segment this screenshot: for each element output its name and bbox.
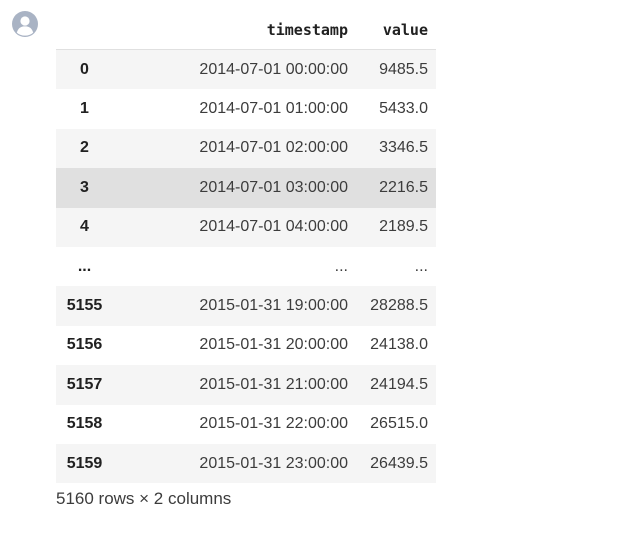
timestamp-cell: 2014-07-01 03:00:00 [199, 178, 348, 196]
value-cell: 26439.5 [370, 454, 428, 472]
user-avatar-icon[interactable] [12, 11, 38, 37]
value-cell: 2216.5 [379, 178, 428, 196]
timestamp-cell: 2015-01-31 20:00:00 [199, 336, 348, 354]
table-row: 4 2014-07-01 04:00:00 2189.5 [56, 207, 436, 247]
timestamp-cell: 2015-01-31 21:00:00 [199, 375, 348, 393]
row-index: 1 [80, 100, 89, 118]
value-cell: 24138.0 [370, 336, 428, 354]
table-row: 2 2014-07-01 02:00:00 3346.5 [56, 128, 436, 169]
table-row: 5159 2015-01-31 23:00:00 26439.5 [56, 443, 436, 484]
value-cell: 28288.5 [370, 297, 428, 315]
timestamp-cell: ... [334, 257, 348, 275]
timestamp-cell: 2014-07-01 01:00:00 [199, 100, 348, 118]
row-index: 5159 [66, 454, 103, 472]
column-header-value: value [356, 11, 436, 50]
row-index: ... [77, 257, 92, 275]
row-index: 3 [80, 178, 89, 196]
table-row: 5155 2015-01-31 19:00:00 28288.5 [56, 286, 436, 326]
table-row: 5156 2015-01-31 20:00:00 24138.0 [56, 325, 436, 366]
column-header-timestamp: timestamp [113, 11, 356, 50]
row-index: 5158 [66, 415, 103, 433]
row-index: 5156 [66, 336, 103, 354]
timestamp-cell: 2015-01-31 22:00:00 [199, 415, 348, 433]
row-index: 0 [80, 60, 89, 78]
value-cell: 24194.5 [370, 375, 428, 393]
table-body: 0 2014-07-01 00:00:00 9485.5 1 2014-07-0… [56, 49, 436, 484]
dataframe-table: timestamp value 0 2014-07-01 00:00:00 94… [56, 11, 436, 484]
row-index: 5157 [66, 375, 103, 393]
timestamp-cell: 2014-07-01 04:00:00 [199, 218, 348, 236]
table-header-row: timestamp value [56, 11, 436, 50]
timestamp-cell: 2015-01-31 23:00:00 [199, 454, 348, 472]
row-index: 4 [80, 218, 89, 236]
timestamp-cell: 2015-01-31 19:00:00 [199, 297, 348, 315]
value-cell: ... [414, 257, 428, 275]
value-cell: 2189.5 [379, 218, 428, 236]
value-cell: 3346.5 [379, 139, 428, 157]
value-cell: 26515.0 [370, 415, 428, 433]
dataframe-shape-caption: 5160 rows × 2 columns [56, 489, 232, 508]
row-index: 5155 [66, 297, 103, 315]
timestamp-cell: 2014-07-01 00:00:00 [199, 60, 348, 78]
value-cell: 9485.5 [379, 60, 428, 78]
timestamp-cell: 2014-07-01 02:00:00 [199, 139, 348, 157]
table-row-hovered: 3 2014-07-01 03:00:00 2216.5 [56, 168, 436, 208]
value-cell: 5433.0 [379, 100, 428, 118]
table-row: 1 2014-07-01 01:00:00 5433.0 [56, 89, 436, 129]
table-row: 5157 2015-01-31 21:00:00 24194.5 [56, 365, 436, 405]
table-row: 5158 2015-01-31 22:00:00 26515.0 [56, 404, 436, 444]
row-index: 2 [80, 139, 89, 157]
index-header [56, 11, 113, 50]
table-row: 0 2014-07-01 00:00:00 9485.5 [56, 49, 436, 90]
ellipsis-row: ... ... ... [56, 246, 436, 287]
